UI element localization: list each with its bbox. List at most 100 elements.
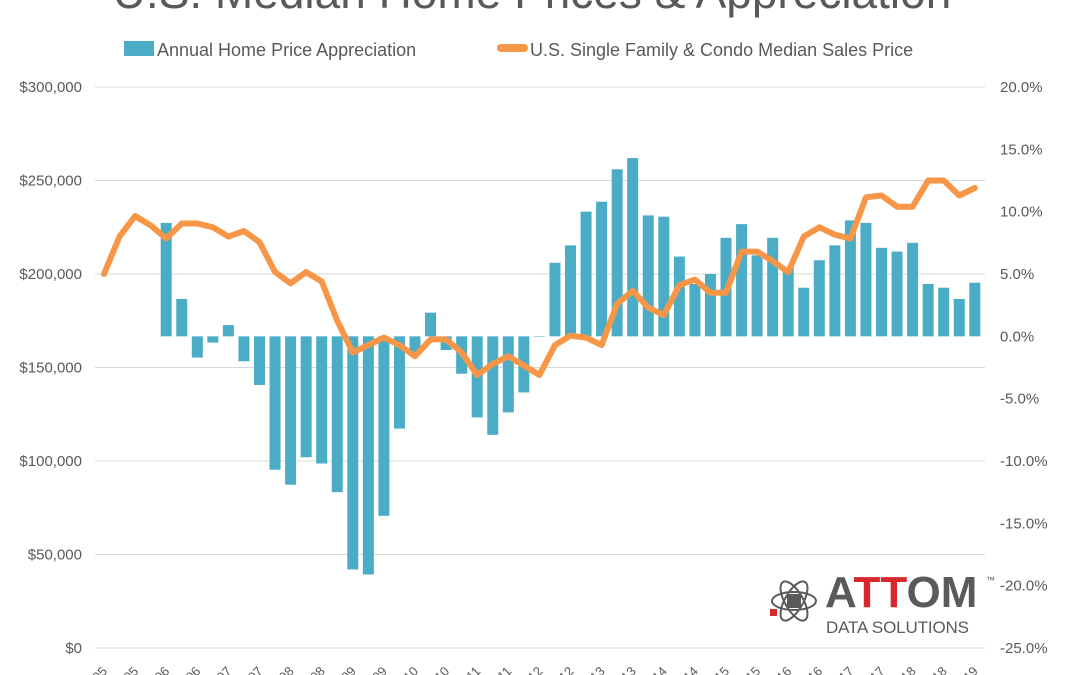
y-left-tick-label: $200,000 — [19, 266, 82, 283]
x-tick-label: 14 — [649, 664, 670, 675]
logo-text: ATTOM — [825, 568, 977, 617]
y-right-tick-label: -5.0% — [1000, 391, 1039, 408]
appreciation-bar — [642, 215, 654, 337]
legend-label-appreciation: Annual Home Price Appreciation — [157, 40, 416, 60]
appreciation-bar — [191, 336, 203, 358]
appreciation-bar — [331, 336, 343, 493]
x-tick-label: 15 — [711, 664, 732, 675]
x-tick-label: 13 — [587, 664, 608, 675]
legend: Annual Home Price Appreciation U.S. Sing… — [124, 40, 913, 60]
appreciation-bar — [285, 336, 297, 485]
x-tick-label: 11 — [463, 664, 483, 675]
chart-title: U.S. Median Home Prices & Appreciation — [113, 0, 952, 18]
x-tick-label: 11 — [494, 664, 514, 675]
appreciation-bar — [922, 283, 934, 337]
x-tick-label: 13 — [618, 664, 639, 675]
y-left-tick-label: $150,000 — [19, 360, 82, 377]
appreciation-bar — [393, 336, 405, 429]
appreciation-bar — [829, 245, 841, 337]
appreciation-bar — [565, 245, 576, 337]
x-tick-label: 05 — [89, 664, 110, 675]
x-tick-label: 12 — [556, 664, 577, 675]
x-tick-label: 09 — [338, 664, 359, 675]
appreciation-bar — [704, 274, 716, 337]
median-price-line — [101, 177, 978, 378]
appreciation-bar — [596, 201, 608, 337]
appreciation-bar — [798, 287, 810, 337]
legend-label-price: U.S. Single Family & Condo Median Sales … — [530, 40, 913, 60]
x-tick-label: 10 — [400, 664, 421, 675]
appreciation-bar — [409, 336, 421, 353]
appreciation-bar — [362, 336, 374, 575]
y-right-tick-label: 0.0% — [1000, 328, 1034, 345]
x-tick-label: 16 — [805, 664, 826, 675]
y-left-tick-label: $0 — [65, 640, 82, 657]
appreciation-bar — [891, 251, 903, 337]
x-tick-label: 17 — [836, 664, 857, 675]
x-tick-label: 18 — [929, 664, 950, 675]
y-right-tick-label: -15.0% — [1000, 515, 1048, 532]
x-tick-label: 18 — [898, 664, 919, 675]
x-tick-label: 17 — [867, 664, 888, 675]
appreciation-bar — [425, 312, 437, 337]
appreciation-bar — [953, 298, 965, 337]
x-tick-label: 15 — [742, 664, 763, 675]
x-tick-label: 08 — [307, 664, 328, 675]
x-tick-label: 16 — [773, 664, 794, 675]
appreciation-bar — [269, 336, 281, 470]
appreciation-bar — [549, 262, 561, 337]
appreciation-bar — [611, 169, 623, 337]
appreciation-bar — [207, 336, 219, 343]
x-tick-label: 08 — [276, 664, 297, 675]
x-tick-label: 06 — [151, 664, 172, 675]
appreciation-bar — [316, 336, 328, 464]
appreciation-bar — [502, 336, 514, 413]
appreciation-bar — [813, 260, 825, 337]
appreciation-bar — [689, 283, 701, 337]
appreciation-bar — [160, 222, 172, 337]
appreciation-bar — [844, 220, 856, 337]
y-left-tick-label: $50,000 — [28, 547, 82, 564]
appreciation-bar — [782, 267, 794, 337]
appreciation-bar — [627, 158, 639, 337]
appreciation-bar — [580, 211, 592, 337]
y-right-tick-label: -20.0% — [1000, 578, 1048, 595]
y-right-tick-label: 20.0% — [1000, 79, 1043, 96]
appreciation-bar — [378, 336, 390, 516]
logo-subtitle: DATA SOLUTIONS — [826, 618, 969, 637]
logo-tm: ™ — [986, 575, 995, 585]
y-right-tick-label: 15.0% — [1000, 141, 1043, 158]
x-tick-label: 05 — [120, 664, 141, 675]
appreciation-bar — [673, 256, 685, 337]
y-right-tick-label: -10.0% — [1000, 453, 1048, 470]
appreciation-bar — [736, 224, 748, 337]
x-tick-label: 07 — [214, 664, 235, 675]
atom-icon — [770, 580, 817, 622]
x-tick-label: 19 — [960, 664, 981, 675]
appreciation-bar — [969, 282, 981, 337]
attom-logo: ATTOM ™ DATA SOLUTIONS — [770, 568, 995, 637]
appreciation-bar — [238, 336, 250, 362]
x-tick-label: 12 — [525, 664, 546, 675]
y-right-tick-label: -25.0% — [1000, 640, 1048, 657]
appreciation-bar — [533, 336, 545, 337]
y-right-tick-label: 5.0% — [1000, 266, 1034, 283]
x-tick-label: 14 — [680, 664, 701, 675]
x-tick-label: 06 — [183, 664, 204, 675]
appreciation-bar — [222, 325, 234, 337]
x-tick-label: 09 — [369, 664, 390, 675]
legend-swatch-appreciation — [124, 41, 154, 56]
appreciation-bar — [658, 216, 670, 337]
appreciation-bar — [907, 242, 919, 337]
y-right-tick-label: 10.0% — [1000, 204, 1043, 221]
x-tick-label: 07 — [245, 664, 266, 675]
appreciation-bar — [487, 336, 499, 435]
appreciation-bar — [938, 287, 950, 337]
appreciation-bar — [767, 237, 779, 337]
y-left-tick-label: $250,000 — [19, 173, 82, 190]
appreciation-bar — [254, 336, 265, 385]
appreciation-bar — [876, 247, 887, 337]
appreciation-bar — [860, 222, 872, 337]
appreciation-bar — [300, 336, 312, 458]
